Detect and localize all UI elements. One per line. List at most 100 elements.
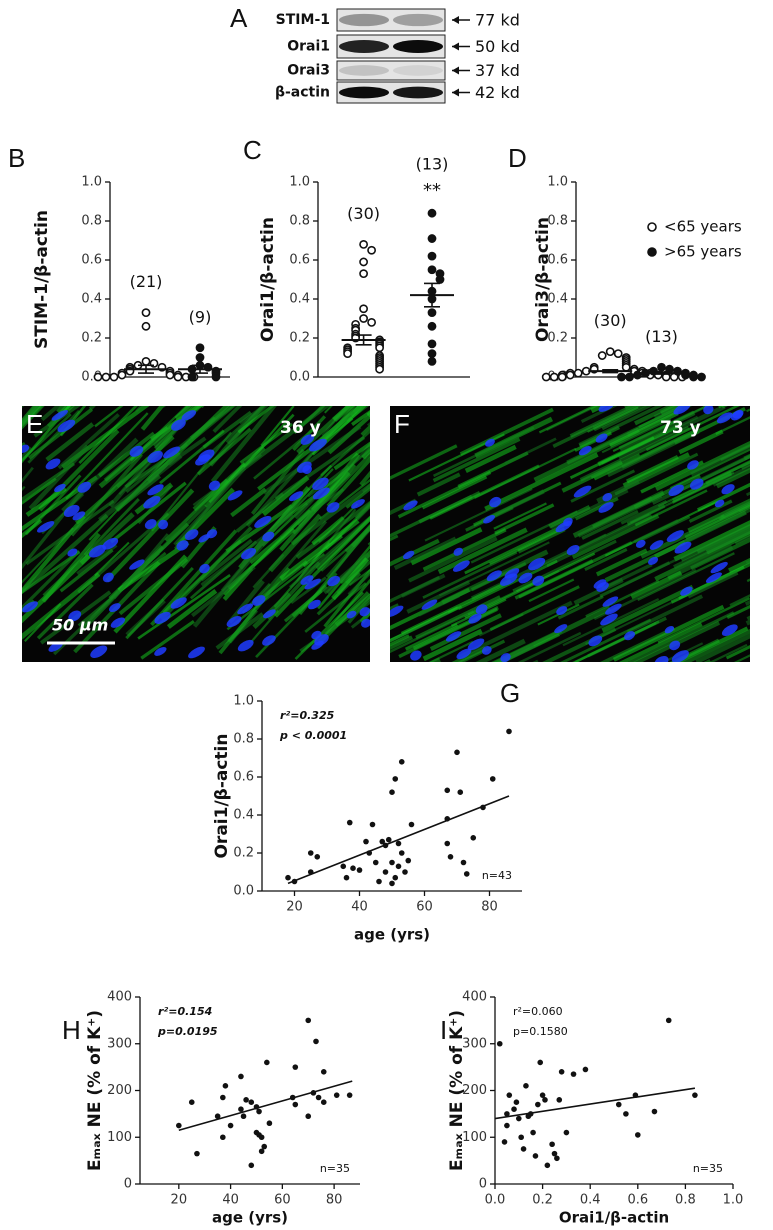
fiber <box>274 435 366 501</box>
fiber <box>617 406 726 460</box>
nucleus <box>110 617 126 628</box>
fiber <box>601 584 694 633</box>
nucleus <box>489 496 502 508</box>
fiber <box>709 643 748 662</box>
fit-line <box>287 795 510 885</box>
nucleus <box>67 548 78 557</box>
data-point <box>692 1092 698 1098</box>
data-point <box>194 1150 200 1157</box>
nucleus <box>206 529 218 539</box>
fiber <box>45 422 95 462</box>
fiber <box>410 527 483 566</box>
fiber <box>212 406 243 433</box>
blot-band <box>339 65 389 76</box>
nucleus <box>554 624 568 634</box>
data-point <box>289 1094 296 1101</box>
y-axis-label: STIM-1/β-actin <box>32 210 52 349</box>
scale-label: 50 μm <box>52 616 108 635</box>
fiber <box>189 406 235 440</box>
fiber <box>317 591 370 645</box>
data-point <box>238 1106 244 1112</box>
x-axis-label: Orai1/β-actin <box>559 1209 669 1227</box>
x-tick-label: 60 <box>416 900 433 915</box>
blot-size: 77 kd <box>475 11 520 30</box>
y-tick-label: 400 <box>462 990 487 1005</box>
fiber <box>557 595 604 620</box>
legend-marker <box>647 222 657 232</box>
fiber <box>228 579 265 624</box>
fiber <box>173 466 247 547</box>
blot-band <box>393 13 443 27</box>
y-tick-label: 0.6 <box>289 253 310 268</box>
nucleus <box>602 492 613 502</box>
data-point <box>520 1146 527 1152</box>
fiber <box>712 464 750 487</box>
y-tick-label: 0.4 <box>289 292 310 307</box>
x-tick-label: 0.0 <box>485 1193 506 1208</box>
panel-letter: E <box>26 409 43 439</box>
fiber <box>22 485 26 492</box>
y-tick-label: 0 <box>479 1177 487 1192</box>
x-tick-label: 20 <box>171 1193 188 1208</box>
fiber <box>579 425 690 482</box>
nucleus <box>664 625 675 634</box>
nucleus <box>595 433 608 443</box>
y-tick-label: 1.0 <box>289 175 310 190</box>
fiber <box>657 597 750 644</box>
fiber <box>422 628 483 662</box>
data-point <box>489 776 496 782</box>
y-tick-label: 0.4 <box>547 292 568 307</box>
nucleus <box>227 490 243 501</box>
fiber <box>654 530 750 582</box>
fiber <box>390 538 440 567</box>
nucleus <box>485 438 495 447</box>
fiber <box>408 536 498 583</box>
data-point <box>141 308 151 318</box>
fiber <box>304 582 367 633</box>
fiber <box>307 516 370 583</box>
data-point <box>513 1099 520 1105</box>
nucleus <box>475 604 488 615</box>
data-point <box>615 1101 622 1108</box>
fiber <box>130 504 207 581</box>
nucleus <box>226 616 242 628</box>
micrograph: E 36 y 50 μm <box>22 406 370 662</box>
nucleus <box>327 575 341 587</box>
fiber <box>159 429 225 485</box>
fiber <box>235 492 285 533</box>
fiber <box>390 603 399 611</box>
data-point <box>539 1092 546 1098</box>
nucleus <box>288 491 304 502</box>
fiber <box>197 427 252 476</box>
n-label: (9) <box>189 307 212 326</box>
nucleus <box>311 630 322 640</box>
fiber <box>25 486 67 517</box>
nucleus <box>163 446 181 459</box>
fiber <box>390 634 410 647</box>
fiber <box>57 413 120 470</box>
panel-letter: D <box>508 143 527 173</box>
fiber <box>437 527 528 575</box>
data-point <box>253 1104 260 1110</box>
fiber <box>76 543 118 576</box>
data-point <box>554 1155 560 1162</box>
nucleus <box>22 444 30 453</box>
data-point <box>398 850 405 856</box>
data-point <box>506 728 512 735</box>
fiber <box>601 562 653 591</box>
x-tick-label: 0.2 <box>532 1193 553 1208</box>
y-tick-label: 1.0 <box>81 175 102 190</box>
x-axis-label: age (yrs) <box>212 1209 288 1227</box>
nucleus <box>300 434 315 445</box>
y-tick-label: 0.8 <box>81 214 102 229</box>
blot-arrowhead <box>452 16 459 24</box>
fiber <box>404 622 458 651</box>
nucleus <box>680 586 693 596</box>
fiber <box>22 518 43 539</box>
blot-band <box>393 40 443 53</box>
fiber <box>257 416 354 491</box>
nucleus <box>262 531 275 542</box>
fiber <box>59 548 114 593</box>
micrograph-content <box>390 406 750 662</box>
data-point <box>258 1134 265 1141</box>
